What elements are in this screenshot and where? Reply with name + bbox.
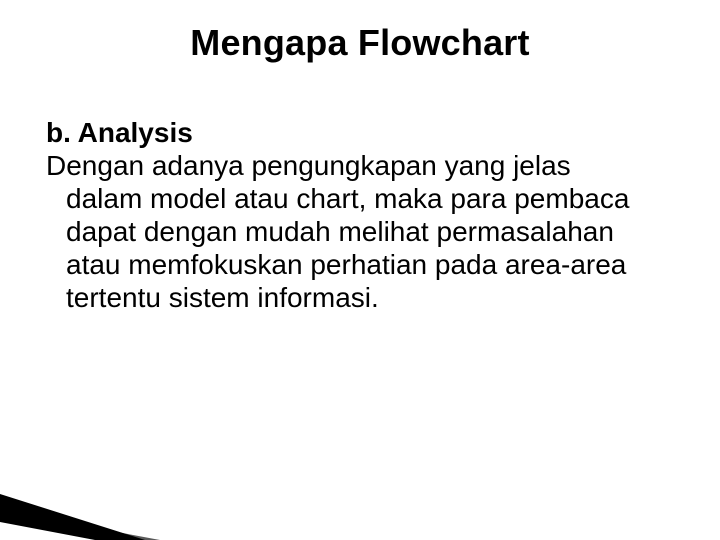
body-paragraph: Dengan adanya pengungkapan yang jelas da… [46,149,644,314]
slide-body: b. Analysis Dengan adanya pengungkapan y… [46,116,644,314]
corner-accent-icon [0,450,220,540]
slide-title: Mengapa Flowchart [0,22,720,64]
slide: Mengapa Flowchart b. Analysis Dengan ada… [0,0,720,540]
body-subheading: b. Analysis [46,117,193,148]
